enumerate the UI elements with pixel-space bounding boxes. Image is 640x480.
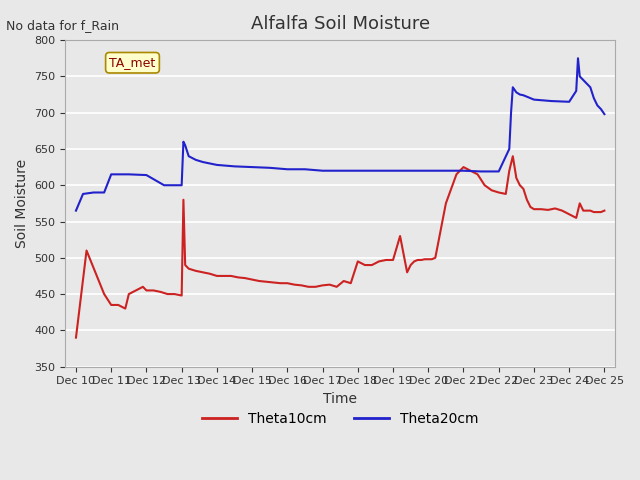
X-axis label: Time: Time [323, 392, 357, 406]
Text: No data for f_Rain: No data for f_Rain [6, 19, 120, 32]
Text: TA_met: TA_met [109, 56, 156, 69]
Title: Alfalfa Soil Moisture: Alfalfa Soil Moisture [251, 15, 429, 33]
Y-axis label: Soil Moisture: Soil Moisture [15, 159, 29, 248]
Legend: Theta10cm, Theta20cm: Theta10cm, Theta20cm [196, 407, 484, 432]
